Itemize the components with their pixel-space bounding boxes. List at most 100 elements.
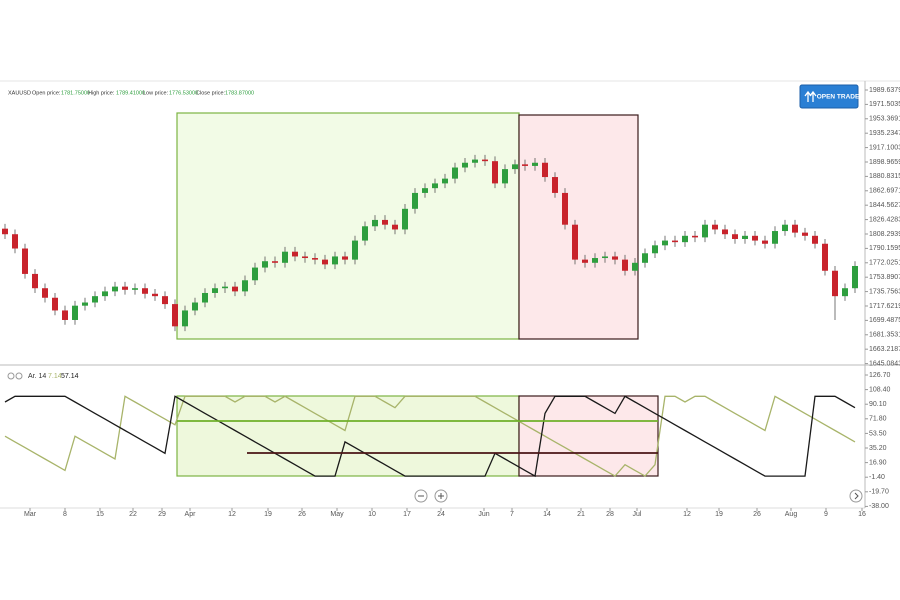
candle-body [312, 258, 318, 260]
scroll-right-icon[interactable] [854, 492, 859, 500]
candle-body [212, 288, 218, 293]
x-tick-label: 14 [543, 511, 551, 518]
x-tick-label: May [330, 511, 344, 518]
candle-body [442, 178, 448, 184]
candle-body [822, 243, 828, 271]
candle-body [112, 286, 118, 292]
y-tick-label: 1735.75630 [869, 288, 900, 295]
candle-body [202, 292, 208, 303]
candle-body [842, 288, 848, 297]
settings-icon[interactable] [7, 372, 15, 380]
x-tick-label: 26 [753, 511, 761, 518]
x-tick-label: Mar [24, 511, 37, 518]
candle-body [642, 253, 648, 263]
candle-body [612, 256, 618, 260]
candle-body [532, 162, 538, 166]
candle-body [432, 183, 438, 189]
y-tick-label: 1953.36910 [869, 116, 900, 123]
candle-body [82, 302, 88, 306]
candle-body [522, 164, 528, 166]
field-value: 1789.41000 [116, 90, 145, 96]
candle-body [142, 288, 148, 294]
symbol: XAUUSD [8, 90, 31, 96]
candle-body [702, 224, 708, 238]
candle-body [832, 270, 838, 297]
candle-body [742, 235, 748, 239]
candle-body [472, 159, 478, 163]
y-tick-label: 16.90 [869, 459, 887, 466]
y-tick-label: 1645.08430 [869, 360, 900, 367]
candle-body [632, 262, 638, 271]
field-label: High price: [88, 90, 115, 96]
button-bg[interactable] [799, 84, 859, 109]
candle-body [692, 235, 698, 238]
x-tick-label: 29 [158, 511, 166, 518]
button-icon[interactable] [804, 90, 817, 102]
indicator-name: Ar. 14 [28, 373, 46, 380]
button-label[interactable]: OPEN TRADE [817, 94, 860, 101]
close-icon[interactable] [15, 372, 23, 380]
candle-body [812, 235, 818, 244]
open-trade-button[interactable]: OPEN TRADE [799, 84, 860, 109]
y-tick-label: 1880.83150 [869, 173, 900, 180]
x-tick-label: 21 [577, 511, 585, 518]
y-tick-label: -1.40 [869, 474, 885, 481]
y-tick-label: 1790.15950 [869, 245, 900, 252]
candle-body [732, 234, 738, 239]
candle-body [682, 235, 688, 243]
candle-body [512, 164, 518, 170]
x-tick-label: 10 [368, 511, 376, 518]
zoom-in-icon[interactable] [438, 493, 444, 499]
x-tick-label: 9 [824, 511, 828, 518]
indicator-line [4, 395, 856, 477]
candle-body [132, 288, 138, 290]
candle-body [592, 258, 598, 263]
y-tick-label: 35.20 [869, 445, 887, 452]
bull-zone-indicator [176, 395, 520, 477]
x-tick-label: 22 [129, 511, 137, 518]
x-tick-label: 28 [606, 511, 614, 518]
candle-body [722, 229, 728, 235]
candle-body [102, 291, 108, 297]
y-tick-label: 1898.96590 [869, 159, 900, 166]
y-tick-label: -19.70 [869, 489, 889, 496]
zoom-controls[interactable] [414, 489, 863, 503]
candle-body [252, 267, 258, 281]
candle-body [402, 208, 408, 230]
candle-body [362, 226, 368, 241]
x-tick-label: 8 [63, 511, 67, 518]
candle-body [552, 177, 558, 193]
candle-body [382, 219, 388, 225]
candle-body [782, 224, 788, 232]
candle-body [182, 310, 188, 327]
candle-body [122, 286, 128, 290]
candle-body [582, 259, 588, 263]
x-tick-label: 19 [264, 511, 272, 518]
field-label: Close price: [196, 90, 226, 96]
scroll-right[interactable] [849, 489, 863, 503]
candle-body [32, 273, 38, 289]
x-tick-label: Jul [633, 511, 642, 518]
candle-body [12, 234, 18, 249]
candle-body [542, 162, 548, 178]
field-label: Open price: [32, 90, 61, 96]
candle-body [762, 240, 768, 244]
y-tick-label: 71.80 [869, 416, 887, 423]
candle-body [272, 261, 278, 263]
candle-body [152, 293, 158, 297]
y-tick-label: 1826.42830 [869, 216, 900, 223]
x-tick-label: Apr [185, 511, 197, 518]
x-tick-label: 19 [715, 511, 723, 518]
candle-body [462, 162, 468, 168]
bear-zone [518, 114, 639, 340]
candle-body [412, 192, 418, 209]
candle-body [42, 288, 48, 298]
bear-zone-indicator [518, 395, 659, 477]
candle-body [242, 280, 248, 292]
x-tick-label: 26 [298, 511, 306, 518]
candle-body [672, 240, 678, 243]
y-tick-label: 1753.89070 [869, 274, 900, 281]
y-tick-label: 108.40 [869, 386, 891, 393]
candle-body [572, 224, 578, 260]
indicator-readout: 57.14 [61, 373, 79, 380]
